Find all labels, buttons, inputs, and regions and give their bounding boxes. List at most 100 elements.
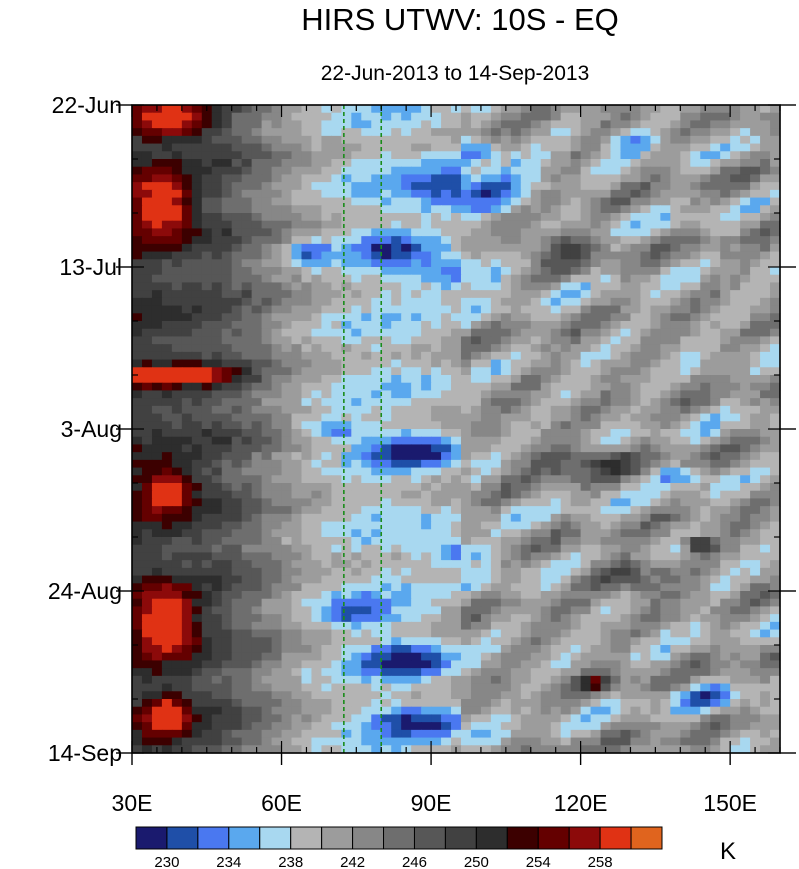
field-cell — [700, 552, 711, 561]
field-cell — [171, 413, 183, 422]
field-cell — [281, 421, 293, 430]
field-cell — [391, 143, 402, 152]
field-cell — [680, 143, 691, 152]
field-cell — [151, 243, 163, 253]
field-cell — [381, 683, 392, 692]
field-cell — [451, 544, 462, 554]
field-cell — [451, 359, 462, 368]
field-cell — [411, 274, 422, 284]
field-cell — [371, 259, 382, 268]
field-cell — [500, 328, 512, 338]
field-cell — [211, 591, 223, 600]
field-cell — [321, 575, 332, 584]
field-cell — [570, 251, 582, 260]
field-cell — [500, 313, 512, 322]
field-cell — [261, 105, 273, 114]
field-cell — [700, 267, 711, 276]
field-cell — [401, 567, 412, 577]
field-cell — [620, 290, 632, 299]
field-cell — [600, 413, 612, 422]
field-cell — [550, 475, 562, 484]
field-cell — [480, 213, 492, 222]
field-cell — [132, 166, 143, 176]
field-cell — [630, 174, 642, 183]
field-cell — [630, 382, 642, 392]
field-cell — [660, 197, 671, 206]
field-cell — [500, 421, 512, 430]
field-cell — [161, 675, 173, 685]
field-cell — [590, 197, 602, 206]
field-cell — [620, 166, 632, 176]
field-cell — [351, 336, 362, 345]
field-cell — [271, 506, 283, 515]
field-cell — [580, 251, 592, 260]
field-cell — [460, 205, 472, 214]
field-cell — [351, 344, 362, 353]
field-cell — [650, 112, 661, 122]
field-cell — [700, 236, 711, 245]
field-cell — [710, 351, 721, 361]
field-cell — [391, 583, 402, 592]
field-cell — [570, 390, 582, 399]
field-cell — [530, 513, 542, 523]
field-cell — [181, 228, 193, 237]
field-cell — [720, 189, 731, 199]
field-cell — [650, 189, 661, 199]
field-cell — [191, 367, 203, 376]
field-cell — [311, 344, 323, 353]
field-cell — [181, 591, 193, 600]
field-cell — [401, 598, 412, 608]
field-cell — [371, 297, 382, 307]
field-cell — [660, 151, 671, 160]
field-cell — [201, 552, 213, 561]
field-cell — [460, 467, 472, 476]
field-cell — [520, 452, 532, 461]
field-cell — [132, 575, 143, 584]
field-cell — [550, 675, 562, 685]
field-cell — [321, 490, 332, 500]
field-cell — [251, 652, 263, 662]
field-cell — [321, 220, 332, 230]
field-cell — [351, 205, 362, 214]
field-cell — [431, 220, 442, 230]
field-cell — [431, 583, 442, 592]
field-cell — [720, 444, 731, 453]
field-cell — [151, 174, 163, 183]
field-cell — [700, 567, 711, 577]
field-cell — [740, 382, 751, 392]
field-cell — [171, 606, 183, 615]
field-cell — [600, 660, 612, 669]
field-cell — [351, 236, 362, 245]
field-cell — [660, 375, 671, 384]
field-cell — [500, 220, 512, 230]
field-cell — [580, 313, 592, 322]
field-cell — [381, 128, 392, 137]
field-cell — [660, 336, 671, 345]
field-cell — [301, 675, 313, 685]
field-cell — [500, 128, 512, 137]
field-cell — [321, 259, 332, 268]
field-cell — [371, 359, 382, 368]
field-cell — [271, 421, 283, 430]
field-cell — [371, 398, 382, 407]
field-cell — [720, 305, 731, 314]
field-cell — [241, 120, 253, 129]
field-cell — [231, 429, 243, 438]
field-cell — [291, 128, 303, 137]
field-cell — [650, 614, 661, 623]
field-cell — [261, 359, 273, 368]
field-cell — [590, 189, 602, 199]
field-cell — [441, 429, 452, 438]
field-cell — [460, 660, 472, 669]
field-cell — [181, 598, 193, 608]
field-cell — [540, 274, 552, 284]
field-cell — [560, 521, 572, 530]
field-cell — [171, 297, 183, 307]
field-cell — [191, 598, 203, 608]
field-cell — [610, 398, 622, 407]
field-cell — [211, 182, 223, 191]
field-cell — [720, 375, 731, 384]
field-cell — [730, 506, 741, 515]
field-cell — [510, 614, 522, 623]
field-cell — [520, 174, 532, 183]
